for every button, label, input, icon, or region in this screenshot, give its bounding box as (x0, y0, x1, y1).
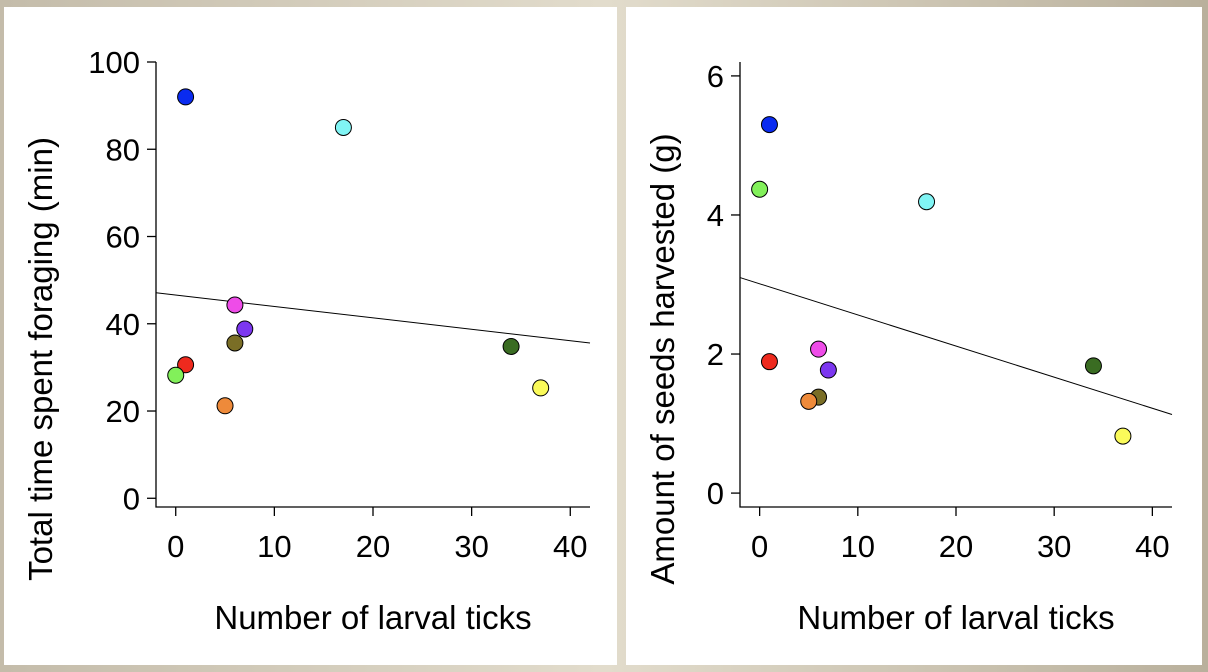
chart1-data-point (918, 193, 936, 211)
chart1-data-point (760, 116, 778, 134)
chart0-y-tick-label: 40 (106, 307, 140, 342)
chart0-axes (155, 62, 590, 508)
chart1-data-point (800, 392, 818, 410)
chart0-data-point (334, 118, 352, 136)
chart0-data-point (177, 356, 195, 374)
chart1-x-tick-label: 20 (939, 529, 973, 564)
chart0-data-point (226, 334, 244, 352)
chart0-data-point (226, 296, 244, 314)
chart-panel-seeds-harvested: 0 10 20 30 40 0 2 4 6 Number of larval ticks Amoun… (626, 7, 1202, 665)
chart0-x-tick-label: 30 (454, 529, 488, 564)
chart1-trend-line (739, 277, 1173, 416)
chart0-y-tick-label: 60 (106, 220, 140, 255)
chart0-x-tick-label: 20 (356, 529, 390, 564)
chart1-y-axis-title: Amount of seeds harvested (g) (644, 133, 681, 584)
chart1-y-tick-label: 4 (707, 198, 724, 233)
chart0-y-tick-label: 80 (106, 132, 140, 167)
chart1-data-point (819, 361, 837, 379)
chart1-y-tick-label: 6 (707, 59, 724, 94)
chart0-y-tick-label: 100 (88, 45, 140, 80)
chart1-y-tick-label: 0 (707, 476, 724, 511)
chart0-data-point (502, 337, 520, 355)
chart0-y-axis-title: Total time spent foraging (min) (22, 137, 59, 581)
chart0-data-point (532, 379, 550, 397)
chart0-data-point (236, 320, 254, 338)
scatter-plot-seeds-harvested: 0 10 20 30 40 0 2 4 6 Number of larval ticks Amoun… (644, 59, 1173, 636)
chart1-data-point (760, 353, 778, 371)
chart0-x-tick-label: 40 (553, 529, 587, 564)
chart0-x-axis-title: Number of larval ticks (214, 599, 531, 636)
chart1-data-point (1084, 357, 1102, 375)
scatter-plot-foraging-time: 0 10 20 30 40 0 20 40 60 80 100 Number of larval ti… (22, 45, 591, 636)
chart-panel-foraging-time: 0 10 20 30 40 0 20 40 60 80 100 Number of larval ti… (4, 7, 617, 665)
chart1-x-axis-title: Number of larval ticks (797, 599, 1114, 636)
chart0-y-tick-label: 20 (106, 394, 140, 429)
chart0-x-tick-label: 0 (167, 529, 184, 564)
chart1-x-tick-label: 30 (1037, 529, 1071, 564)
chart0-data-point (167, 366, 185, 384)
chart1-x-tick-label: 40 (1135, 529, 1169, 564)
chart1-x-tick-label: 10 (841, 529, 875, 564)
chart0-trend-line (155, 292, 591, 344)
chart0-x-tick-label: 10 (257, 529, 291, 564)
chart1-data-point (1114, 427, 1132, 445)
chart1-data-point (810, 340, 828, 358)
chart0-data-point (216, 397, 234, 415)
chart1-axes (739, 62, 1172, 508)
chart1-y-tick-label: 2 (707, 337, 724, 372)
chart0-data-point (177, 88, 195, 106)
chart0-y-tick-label: 0 (123, 481, 140, 516)
chart1-data-point (751, 180, 769, 198)
chart1-x-tick-label: 0 (751, 529, 768, 564)
